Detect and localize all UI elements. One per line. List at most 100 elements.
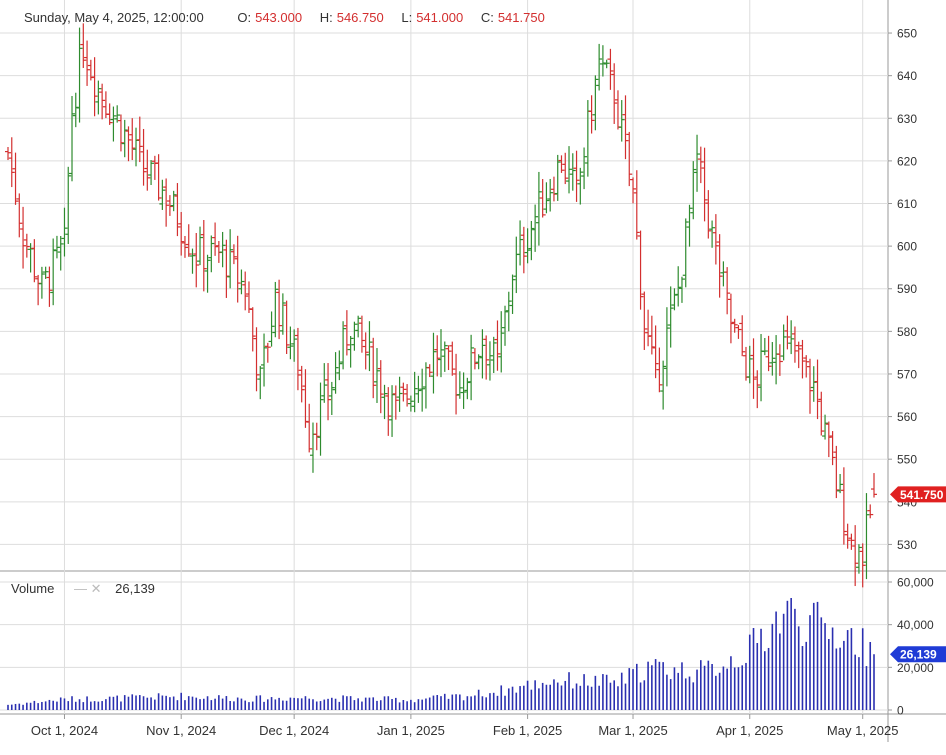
ohlc-bar[interactable] bbox=[208, 235, 215, 273]
ohlc-bar[interactable] bbox=[517, 220, 524, 266]
ohlc-bar[interactable] bbox=[799, 339, 806, 379]
ohlc-bar[interactable] bbox=[38, 266, 45, 299]
ohlc-bar[interactable] bbox=[306, 403, 313, 453]
ohlc-bar[interactable] bbox=[803, 355, 810, 378]
ohlc-bar[interactable] bbox=[660, 360, 667, 410]
ohlc-bar[interactable] bbox=[682, 218, 689, 288]
ohlc-bar[interactable] bbox=[528, 220, 535, 261]
ohlc-bar[interactable] bbox=[46, 266, 53, 307]
ohlc-bar[interactable] bbox=[611, 63, 618, 124]
ohlc-bar[interactable] bbox=[234, 235, 241, 303]
ohlc-bar[interactable] bbox=[731, 318, 738, 333]
ohlc-bar[interactable] bbox=[652, 325, 659, 379]
ohlc-bar[interactable] bbox=[520, 226, 527, 274]
ohlc-bar[interactable] bbox=[283, 300, 290, 355]
ohlc-bar[interactable] bbox=[837, 473, 844, 494]
ohlc-bar[interactable] bbox=[599, 45, 606, 77]
ohlc-bar[interactable] bbox=[163, 178, 170, 227]
ohlc-bar[interactable] bbox=[810, 366, 817, 402]
ohlc-bar[interactable] bbox=[415, 375, 422, 403]
ohlc-bar[interactable] bbox=[121, 119, 128, 158]
ohlc-bar[interactable] bbox=[328, 381, 335, 416]
ohlc-bar[interactable] bbox=[727, 293, 734, 344]
ohlc-bar[interactable] bbox=[806, 358, 813, 414]
ohlc-bar[interactable] bbox=[106, 103, 113, 125]
ohlc-bar[interactable] bbox=[148, 160, 155, 185]
ohlc-bar[interactable] bbox=[355, 315, 362, 338]
ohlc-bar[interactable] bbox=[859, 543, 866, 588]
ohlc-bar[interactable] bbox=[110, 106, 117, 142]
ohlc-bar[interactable] bbox=[268, 311, 275, 347]
ohlc-bar[interactable] bbox=[539, 179, 546, 218]
ohlc-bar[interactable] bbox=[761, 337, 768, 356]
ohlc-bar[interactable] bbox=[667, 286, 674, 348]
ohlc-bar[interactable] bbox=[675, 266, 682, 307]
ohlc-bar[interactable] bbox=[140, 128, 147, 186]
ohlc-bar[interactable] bbox=[114, 105, 121, 123]
ohlc-bar[interactable] bbox=[468, 334, 475, 401]
ohlc-bar[interactable] bbox=[358, 315, 365, 353]
ohlc-bar[interactable] bbox=[136, 116, 143, 163]
ohlc-bar[interactable] bbox=[494, 320, 501, 371]
ohlc-bar[interactable] bbox=[641, 291, 648, 350]
ohlc-bar[interactable] bbox=[419, 368, 426, 412]
ohlc-bar[interactable] bbox=[392, 385, 399, 420]
ohlc-bar[interactable] bbox=[404, 384, 411, 407]
ohlc-bar[interactable] bbox=[95, 80, 102, 115]
ohlc-bar[interactable] bbox=[735, 325, 742, 339]
ohlc-bar[interactable] bbox=[174, 183, 181, 237]
ohlc-bar[interactable] bbox=[618, 100, 625, 142]
ohlc-bar[interactable] bbox=[822, 414, 829, 440]
ohlc-bar[interactable] bbox=[848, 533, 855, 550]
ohlc-bar[interactable] bbox=[852, 525, 859, 587]
ohlc-bar[interactable] bbox=[276, 279, 283, 340]
ohlc-bar[interactable] bbox=[524, 228, 531, 264]
ohlc-bar[interactable] bbox=[5, 147, 11, 161]
ohlc-bar[interactable] bbox=[332, 352, 339, 394]
ohlc-bar[interactable] bbox=[716, 234, 723, 298]
ohlc-bar[interactable] bbox=[577, 167, 584, 205]
ohlc-bar[interactable] bbox=[630, 177, 637, 204]
ohlc-bar[interactable] bbox=[663, 307, 670, 387]
ohlc-bar[interactable] bbox=[709, 220, 716, 248]
ohlc-bar[interactable] bbox=[780, 324, 787, 361]
ohlc-bar[interactable] bbox=[490, 336, 497, 374]
ohlc-bar[interactable] bbox=[230, 244, 237, 265]
ohlc-bar[interactable] bbox=[347, 336, 354, 368]
ohlc-bar[interactable] bbox=[170, 190, 177, 212]
ohlc-bar[interactable] bbox=[166, 195, 173, 216]
ohlc-bar[interactable] bbox=[825, 421, 832, 458]
ohlc-bar[interactable] bbox=[449, 341, 456, 376]
ohlc-bar[interactable] bbox=[53, 235, 60, 259]
ohlc-bar[interactable] bbox=[558, 155, 565, 173]
ohlc-bar[interactable] bbox=[31, 239, 38, 283]
ohlc-bar[interactable] bbox=[554, 154, 561, 201]
ohlc-bar[interactable] bbox=[178, 211, 185, 256]
ohlc-bar[interactable] bbox=[626, 131, 633, 187]
ohlc-bar[interactable] bbox=[298, 365, 305, 403]
ohlc-bar[interactable] bbox=[257, 365, 264, 400]
ohlc-bar[interactable] bbox=[294, 327, 301, 391]
ohlc-bar[interactable] bbox=[438, 329, 444, 378]
ohlc-bar[interactable] bbox=[697, 146, 704, 184]
ohlc-bar[interactable] bbox=[385, 387, 392, 436]
ohlc-bar[interactable] bbox=[272, 281, 279, 338]
ohlc-bar[interactable] bbox=[407, 395, 414, 412]
ohlc-bar[interactable] bbox=[475, 354, 482, 370]
ohlc-bar[interactable] bbox=[701, 147, 708, 222]
ohlc-bar[interactable] bbox=[69, 95, 76, 182]
ohlc-bar[interactable] bbox=[840, 467, 847, 545]
ohlc-bar[interactable] bbox=[483, 335, 490, 380]
ohlc-bar[interactable] bbox=[724, 267, 731, 315]
ohlc-bar[interactable] bbox=[261, 333, 268, 387]
ohlc-bar[interactable] bbox=[705, 190, 712, 239]
ohlc-bar[interactable] bbox=[223, 239, 230, 298]
ohlc-bar[interactable] bbox=[671, 288, 678, 311]
ohlc-bar[interactable] bbox=[377, 360, 384, 414]
ohlc-bar[interactable] bbox=[479, 329, 486, 379]
ohlc-bar[interactable] bbox=[185, 224, 192, 257]
ohlc-bar[interactable] bbox=[765, 335, 772, 372]
ohlc-bar[interactable] bbox=[321, 363, 328, 403]
ohlc-bar[interactable] bbox=[264, 342, 271, 363]
